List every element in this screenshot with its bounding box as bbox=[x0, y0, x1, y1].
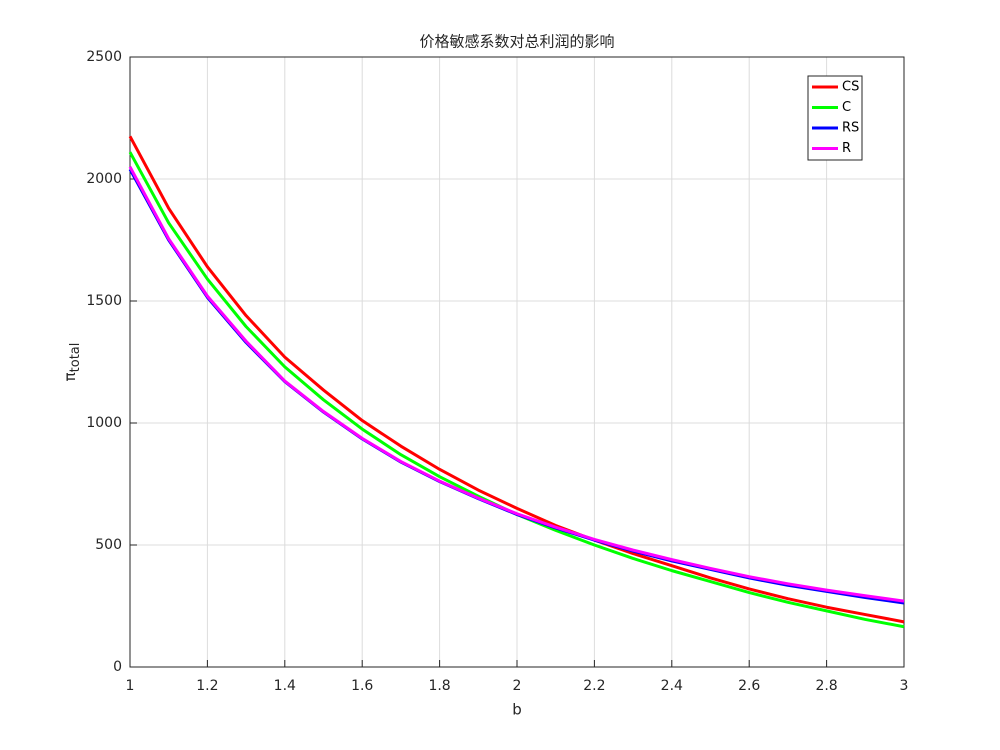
x-tick-label: 2.8 bbox=[815, 678, 837, 694]
legend: CS C RS R bbox=[807, 75, 863, 161]
legend-label: C bbox=[842, 100, 851, 115]
plot-frame bbox=[129, 56, 905, 668]
x-tick-label: 2.2 bbox=[583, 678, 605, 694]
y-axis-symbol: π bbox=[61, 372, 79, 381]
y-axis-subscript: total bbox=[68, 343, 83, 373]
legend-box bbox=[807, 75, 863, 161]
y-tick-label: 500 bbox=[95, 537, 122, 553]
x-tick-label: 1.8 bbox=[428, 678, 450, 694]
y-tick-label: 1500 bbox=[86, 293, 122, 309]
y-axis-label: πtotal bbox=[61, 343, 83, 382]
legend-label: R bbox=[842, 141, 851, 156]
x-tick-label: 1 bbox=[126, 678, 135, 694]
y-tick-label: 2000 bbox=[86, 171, 122, 187]
y-tick-label: 2500 bbox=[86, 49, 122, 65]
x-tick-label: 1.4 bbox=[274, 678, 296, 694]
y-tick-label: 1000 bbox=[86, 415, 122, 431]
x-tick-label: 1.2 bbox=[196, 678, 218, 694]
x-tick-label: 2.6 bbox=[738, 678, 760, 694]
legend-label: CS bbox=[842, 80, 859, 95]
chart-title: 价格敏感系数对总利润的影响 bbox=[419, 33, 614, 51]
y-tick-label: 0 bbox=[113, 659, 122, 675]
x-tick-label: 2 bbox=[513, 678, 522, 694]
x-tick-label: 2.4 bbox=[661, 678, 683, 694]
x-axis-label: b bbox=[512, 701, 522, 719]
x-tick-label: 3 bbox=[900, 678, 909, 694]
x-tick-label: 1.6 bbox=[351, 678, 373, 694]
legend-label: RS bbox=[842, 121, 859, 136]
series-line bbox=[128, 135, 905, 624]
series-line bbox=[128, 166, 905, 603]
